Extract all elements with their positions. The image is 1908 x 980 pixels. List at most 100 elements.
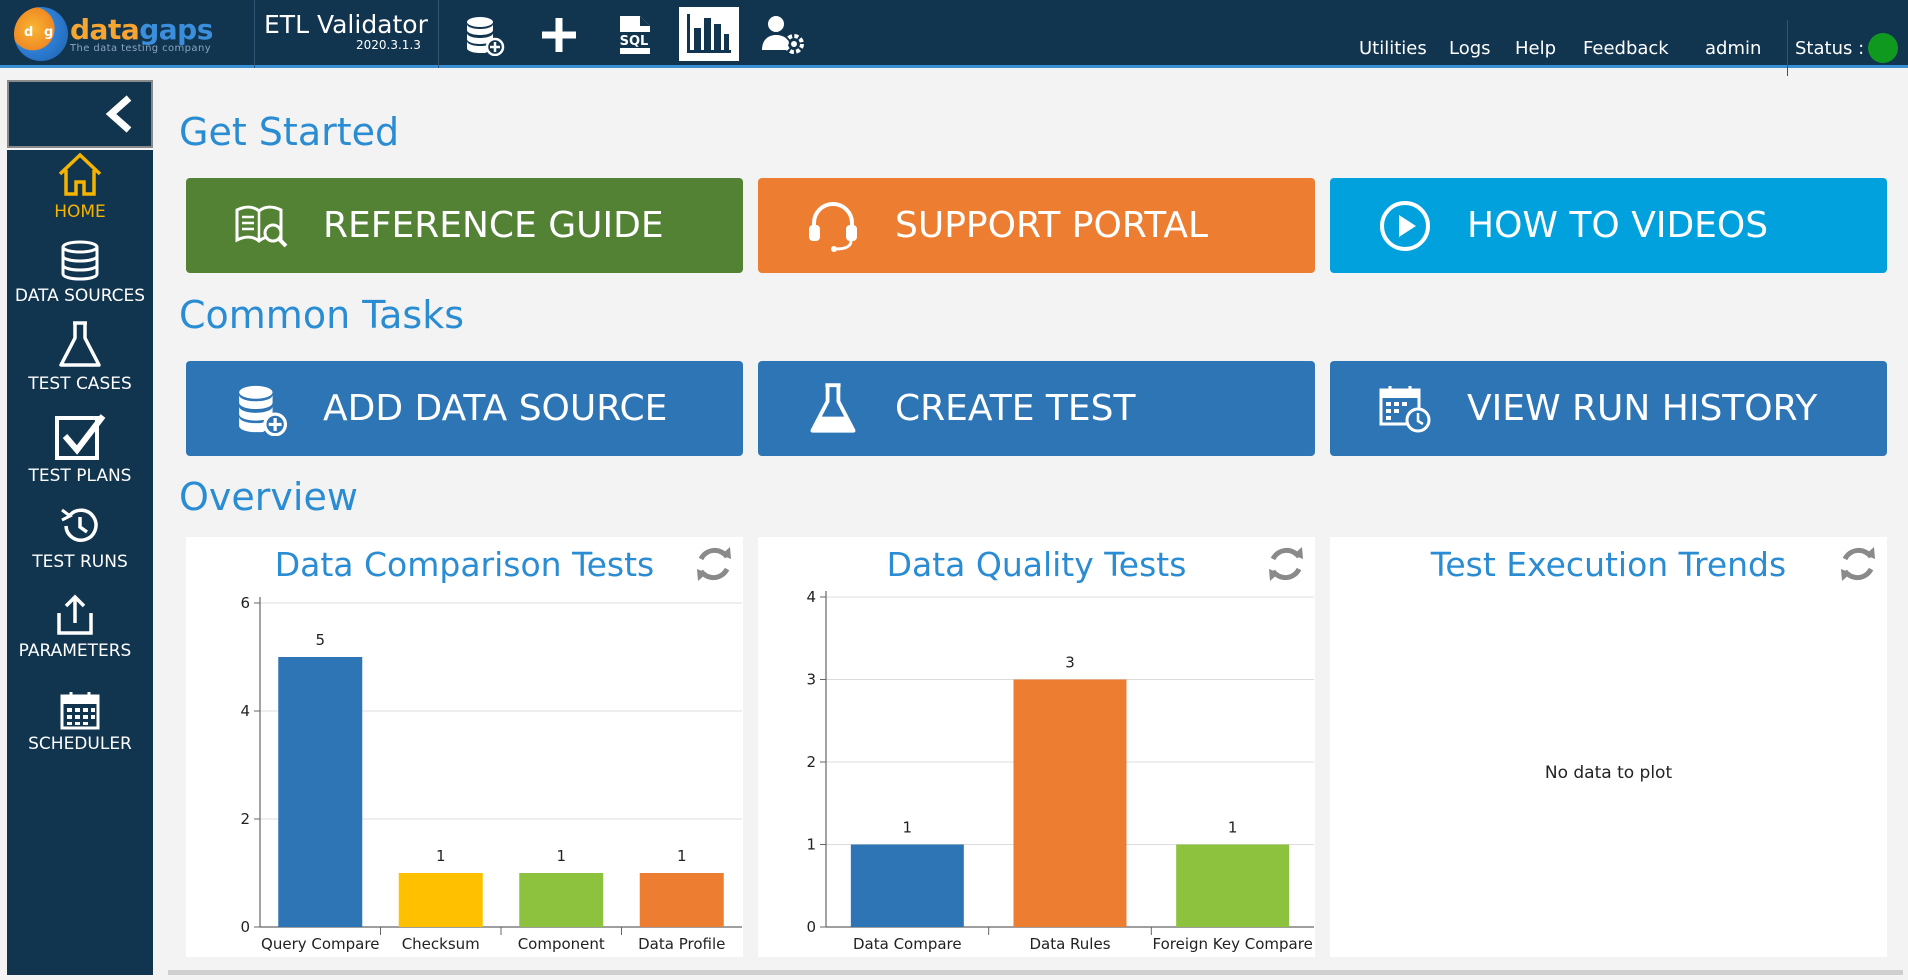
sidebar-item-parameters[interactable]: PARAMETERS [2,593,148,661]
bar-value-label: 1 [677,847,687,865]
y-tick-label: 1 [806,836,816,854]
sidebar-item-test-runs[interactable]: TEST RUNS [7,504,153,572]
datagaps-logo[interactable]: d g datagaps The data testing company [14,6,244,62]
toolbar-sql-button[interactable]: SQL [606,10,662,60]
sidebar-item-home[interactable]: HOME [7,150,153,222]
create-test-button[interactable]: CREATE TEST [758,361,1315,456]
sidebar-item-label: SCHEDULER [28,734,132,754]
panel-title: Data Comparison Tests [274,545,655,584]
logo-letter-g: g [44,25,54,40]
toolbar-dashboard-button[interactable] [679,7,739,61]
bar [278,657,363,927]
refresh-icon[interactable] [1265,543,1307,585]
users-gear-icon [762,16,804,54]
bar [1176,844,1290,927]
database-add-icon [231,379,291,439]
x-tick-label: Component [518,935,605,953]
y-tick-label: 2 [806,753,816,771]
nav-utilities-link[interactable]: Utilities [1359,38,1427,59]
bar-value-label: 1 [1228,819,1238,837]
checkbox-icon [55,414,106,460]
sidebar-item-scheduler[interactable]: SCHEDULER [7,690,153,754]
y-tick-label: 6 [240,594,250,612]
data-quality-chart: 0 1 2 3 4 1 Data Compare 3 Data Rules 1 Foreign Ke… [806,588,1314,953]
refresh-icon[interactable] [693,543,735,585]
sidebar-item-label: HOME [54,202,106,222]
header-divider [438,0,439,68]
y-tick-label: 3 [806,671,816,689]
bar-value-label: 5 [315,631,325,649]
panel-title: Test Execution Trends [1430,545,1787,584]
sidebar: HOME DATA SOURCES TEST CASES TEST PLANS … [7,150,153,975]
x-tick-label: Data Rules [1029,935,1110,953]
logo-word-left: data [70,12,140,46]
x-tick-label: Foreign Key Compare [1153,935,1313,953]
y-tick-label: 0 [240,918,250,936]
headset-icon [803,196,863,256]
header-divider [254,0,255,68]
common-tasks-heading: Common Tasks [179,293,465,337]
bar-value-label: 1 [556,847,566,865]
tile-label: CREATE TEST [895,388,1136,429]
data-quality-panel: Data Quality Tests 0 1 2 3 4 1 Data Compare 3 Da… [758,537,1315,957]
y-tick-label: 4 [806,588,816,606]
tile-label: SUPPORT PORTAL [895,205,1209,246]
y-tick-label: 0 [806,918,816,936]
how-to-videos-button[interactable]: HOW TO VIDEOS [1330,178,1887,273]
y-tick-label: 4 [240,702,250,720]
logo-disc-icon: d g [14,7,68,61]
sidebar-item-label: TEST CASES [28,374,132,394]
logo-word-right: gaps [139,12,213,46]
calendar-clock-icon [1375,379,1435,439]
sidebar-item-data-sources[interactable]: DATA SOURCES [7,240,153,306]
upload-icon [57,594,93,635]
logo-text: datagaps The data testing company [70,12,213,54]
add-data-source-button[interactable]: ADD DATA SOURCE [186,361,743,456]
toolbar-new-button[interactable] [531,10,587,60]
toolbar-add-datasource-button[interactable] [456,10,512,60]
tile-label: HOW TO VIDEOS [1467,205,1769,246]
history-icon [61,508,98,542]
book-search-icon [231,196,291,256]
status-label: Status : [1795,38,1865,59]
sidebar-item-label: DATA SOURCES [14,286,146,306]
play-circle-icon [1375,196,1435,256]
tile-label: VIEW RUN HISTORY [1467,388,1818,429]
nav-feedback-link[interactable]: Feedback [1583,38,1669,59]
nav-logs-link[interactable]: Logs [1449,38,1491,59]
logo-word: datagaps [70,12,213,46]
bar [850,844,964,927]
refresh-icon[interactable] [1837,543,1879,585]
app-title: ETL Validator [264,10,428,39]
bar [519,873,604,927]
sidebar-item-test-cases[interactable]: TEST CASES [7,320,153,394]
bar [398,873,483,927]
plus-icon [542,18,576,52]
get-started-heading: Get Started [179,110,400,154]
support-portal-button[interactable]: SUPPORT PORTAL [758,178,1315,273]
sql-icon: SQL [616,16,652,54]
view-run-history-button[interactable]: VIEW RUN HISTORY [1330,361,1887,456]
reference-guide-button[interactable]: REFERENCE GUIDE [186,178,743,273]
header-divider [1787,20,1788,76]
tile-label: ADD DATA SOURCE [323,388,668,429]
bar-value-label: 1 [903,819,913,837]
user-menu[interactable]: admin [1705,38,1762,59]
toolbar-users-button[interactable] [756,10,812,60]
sidebar-item-test-plans[interactable]: TEST PLANS [7,412,153,486]
sidebar-collapse-button[interactable] [7,80,153,148]
top-bar: d g datagaps The data testing company ET… [0,0,1908,76]
test-execution-trends-panel: Test Execution Trends No data to plot [1330,537,1887,957]
sidebar-item-label: TEST PLANS [28,466,132,486]
svg-text:SQL: SQL [620,34,649,49]
x-tick-label: Data Compare [853,935,962,953]
nav-help-link[interactable]: Help [1515,38,1557,59]
data-comparison-panel: Data Comparison Tests 0 2 4 6 5 Query Compare… [186,537,743,957]
panel-title: Data Quality Tests [886,545,1187,584]
sidebar-item-label: PARAMETERS [18,641,132,661]
bar-value-label: 1 [436,847,446,865]
logo-letter-d: d [24,25,34,40]
tile-label: REFERENCE GUIDE [323,205,664,246]
bar [1013,679,1127,927]
sidebar-item-label: TEST RUNS [32,552,128,572]
